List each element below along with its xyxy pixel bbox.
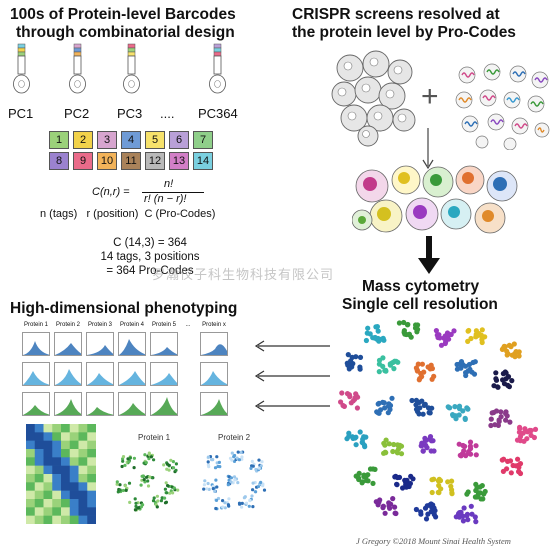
plus-sign: + [421,80,439,113]
crispr-title-line1: CRISPR screens resolved at [292,6,500,23]
heatmap [26,424,96,524]
calc-line3: = 364 Pro-Codes [106,265,194,277]
down-arrow-bold [418,236,440,274]
histogram-column-header: Protein 3 [87,322,112,328]
histogram-column-header: Protein x [202,322,226,328]
histogram-column-header: Protein 4 [119,322,144,328]
construct-pin-pc364 [209,43,226,94]
histogram-grid: Protein 1 Protein 2 Protein 3 Protein 4 Prot… [22,322,252,422]
single-cell-cluster-plot [338,319,539,525]
tag-10: 10 [97,152,117,170]
construct-pin-pc3 [123,43,140,94]
tag-6: 6 [169,131,189,149]
tag-2: 2 [73,131,93,149]
histogram-panel [150,332,178,356]
virus-library-illustration [455,63,550,150]
histogram-panel [86,332,114,356]
formula-denominator: r! (n − r)! [144,193,187,205]
histogram-panel [118,362,146,386]
histogram-column-header: Protein 2 [55,322,80,328]
calc-line1: C (14,3) = 364 [113,237,187,249]
formula-fraction-bar [142,192,204,193]
tag-1: 1 [49,131,69,149]
histogram-panel [150,392,178,416]
tag-8: 8 [49,152,69,170]
histogram-panel [54,362,82,386]
barcodes-title-line2: through combinatorial design [16,24,235,41]
histogram-panel [86,362,114,386]
histogram-panel [54,332,82,356]
construct-label-ellipsis: .... [160,106,175,121]
histogram-panel [86,392,114,416]
tsne-plot-protein1 [115,451,180,512]
construct-label-pc2: PC2 [64,106,90,121]
construct-label-pc3: PC3 [117,106,143,121]
down-arrow-thin [422,128,434,170]
construct-label-pc1: PC1 [8,106,34,121]
tag-row-2: 8 9 10 11 12 13 14 [49,152,239,172]
histogram-panel [200,332,228,356]
histogram-panel [150,362,178,386]
histogram-panel [118,332,146,356]
tsne-label-protein1: Protein 1 [138,433,171,442]
left-arrows [254,340,330,412]
formula-numerator: n! [164,178,174,190]
construct-pin-pc2 [69,43,86,94]
tsne-label-protein2: Protein 2 [218,433,251,442]
crispr-title-line2: the protein level by Pro-Codes [292,24,516,41]
histogram-panel [22,362,50,386]
combination-formula: C(n,r) = n! r! (n − r)! [86,178,226,208]
histogram-panel [54,392,82,416]
tag-5: 5 [145,131,165,149]
tag-7: 7 [193,131,213,149]
mass-cytometry-line2: Single cell resolution [342,296,498,313]
mass-cytometry-line1: Mass cytometry [362,278,480,295]
tsne-plot-protein2 [202,450,267,511]
histogram-panel [22,392,50,416]
barcodes-title-line1: 100s of Protein-level Barcodes [10,6,236,23]
histogram-panel [200,392,228,416]
histogram-panel [200,362,228,386]
construct-pins [13,43,226,94]
cell-cluster-illustration [331,50,416,147]
construct-label-pc364: PC364 [198,106,238,121]
histogram-panel [22,332,50,356]
histogram-panel [118,392,146,416]
tag-3: 3 [97,131,117,149]
tag-12: 12 [145,152,165,170]
construct-pin-pc1 [13,43,30,94]
histogram-column-header: ... [185,322,191,328]
calc-line2: 14 tags, 3 positions [100,251,200,263]
transduced-cells-illustration [352,165,518,234]
histogram-column-header: Protein 1 [23,322,48,328]
phenotyping-title: High-dimensional phenotyping [10,300,238,317]
formula-lhs: C(n,r) = [92,186,130,198]
credit-line: J Gregory ©2018 Mount Sinai Health Syste… [356,536,511,546]
tag-11: 11 [121,152,141,170]
formula-legend: n (tags) r (position) C (Pro-Codes) [40,208,216,220]
tag-14: 14 [193,152,213,170]
tag-9: 9 [73,152,93,170]
tag-13: 13 [169,152,189,170]
tag-4: 4 [121,131,141,149]
watermark: 罗瀚仪子科生物科技有限公司 [152,267,335,282]
histogram-column-header: Protein 5 [151,322,176,328]
